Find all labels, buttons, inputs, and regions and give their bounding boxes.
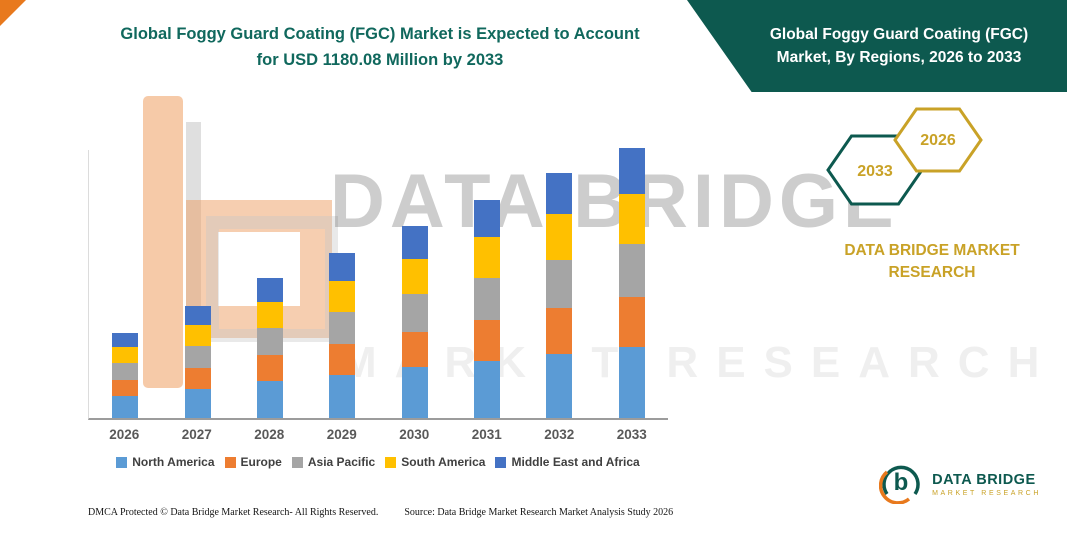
bar-segment-2026-2 [112,363,139,380]
footer: DMCA Protected © Data Bridge Market Rese… [88,507,673,518]
bar-segment-2026-4 [112,332,139,348]
watermark-logo-stem [143,96,183,388]
company-logo: b DATA BRIDGE MARKET RESEARCH [879,460,1041,509]
x-label-2028: 2028 [254,427,285,442]
bars-row [88,148,668,420]
legend-swatch [224,456,236,468]
bar-segment-2030-0 [401,367,428,418]
hexagon-2026 [893,107,983,173]
bar-segment-2033-0 [618,347,645,418]
bar-segment-2033-1 [618,296,645,348]
bar-segment-2030-4 [401,226,428,259]
bar-segment-2028-4 [256,278,283,302]
x-label-2031: 2031 [471,427,502,442]
bar-segment-2030-3 [401,258,428,295]
bar-segment-2032-3 [546,214,573,261]
source-note: Source: Data Bridge Market Research Mark… [404,507,674,518]
x-label-2032: 2032 [544,427,575,442]
legend-item: Asia Pacific [291,455,376,469]
bar-segment-2029-1 [329,343,356,375]
bar-segment-2028-2 [256,327,283,356]
chart-legend: North America Europe Asia Pacific South Ame… [88,455,668,469]
bar-segment-2029-2 [329,311,356,344]
legend-swatch [495,456,507,468]
bar-segment-2027-0 [184,388,211,418]
bar-segment-2026-3 [112,347,139,364]
legend-label: South America [401,455,486,469]
x-label-2027: 2027 [181,427,212,442]
bar-segment-2027-4 [184,305,211,325]
x-label-2026: 2026 [109,427,140,442]
bar-segment-2028-3 [256,301,283,328]
bar-2026 [112,332,139,418]
stacked-bar-chart: 2026 2027 2028 2029 2030 2031 2032 2033 North A… [88,148,668,469]
bar-segment-2033-4 [618,148,645,194]
bar-segment-2032-2 [546,260,573,308]
bar-segment-2028-1 [256,355,283,382]
bar-segment-2030-1 [401,331,428,368]
legend-item: North America [116,455,215,469]
x-axis-labels: 2026 2027 2028 2029 2030 2031 2032 2033 [88,427,668,442]
legend-label: North America [132,455,215,469]
bar-segment-2032-1 [546,307,573,354]
legend-label: Asia Pacific [307,455,376,469]
legend-label: Europe [240,455,282,469]
company-logo-subtitle: MARKET RESEARCH [932,490,1041,497]
watermark-text-market-research: MARKET RESEARCH [340,338,1058,387]
bar-segment-2029-3 [329,280,356,312]
bar-segment-2027-2 [184,346,211,368]
legend-swatch [116,456,128,468]
legend-item: Middle East and Africa [495,455,640,469]
bar-2029 [329,253,356,418]
legend-swatch [385,456,397,468]
bar-segment-2026-1 [112,379,139,396]
legend-item: Europe [224,455,282,469]
dmca-notice: DMCA Protected © Data Bridge Market Rese… [88,507,379,518]
bar-2028 [256,278,283,418]
company-logo-title: DATA BRIDGE [932,472,1036,488]
legend-label: Middle East and Africa [511,455,640,469]
bar-segment-2031-3 [474,236,501,278]
hexagon-2033-label: 2033 [857,163,893,180]
legend-item: South America [385,455,485,469]
region-banner: Global Foggy Guard Coating (FGC) Market,… [687,0,1067,92]
bar-2033 [618,148,645,418]
bar-segment-2032-4 [546,172,573,215]
banner-title: Global Foggy Guard Coating (FGC) Market,… [769,25,1029,66]
bar-2030 [401,226,428,418]
bar-segment-2033-2 [618,244,645,297]
bar-segment-2031-4 [474,200,501,237]
bar-segment-2027-3 [184,324,211,347]
bar-segment-2029-4 [329,253,356,281]
page-title: Global Foggy Guard Coating (FGC) Market … [120,25,640,69]
bar-segment-2027-1 [184,367,211,389]
bar-2027 [184,305,211,418]
legend-swatch [291,456,303,468]
bar-segment-2031-1 [474,319,501,361]
bar-2031 [474,200,501,418]
x-label-2029: 2029 [326,427,357,442]
bar-segment-2026-0 [112,395,139,418]
company-logo-icon: b [879,460,923,509]
bar-segment-2028-0 [256,381,283,418]
company-logo-text: DATA BRIDGE MARKET RESEARCH [932,472,1041,497]
x-label-2030: 2030 [399,427,430,442]
corner-accent-triangle [0,0,26,26]
bar-segment-2033-3 [618,193,645,245]
bar-segment-2031-0 [474,360,501,418]
bar-segment-2031-2 [474,277,501,320]
brand-wordmark: DATA BRIDGE MARKET RESEARCH [844,242,1020,282]
bar-segment-2029-0 [329,374,356,418]
bar-2032 [546,172,573,418]
x-label-2033: 2033 [616,427,647,442]
hexagon-2026-label: 2026 [920,132,956,149]
bar-segment-2030-2 [401,294,428,332]
svg-text:b: b [894,469,909,496]
bar-segment-2032-0 [546,353,573,418]
hexagon-year-badges: 2033 2026 [800,100,1030,223]
